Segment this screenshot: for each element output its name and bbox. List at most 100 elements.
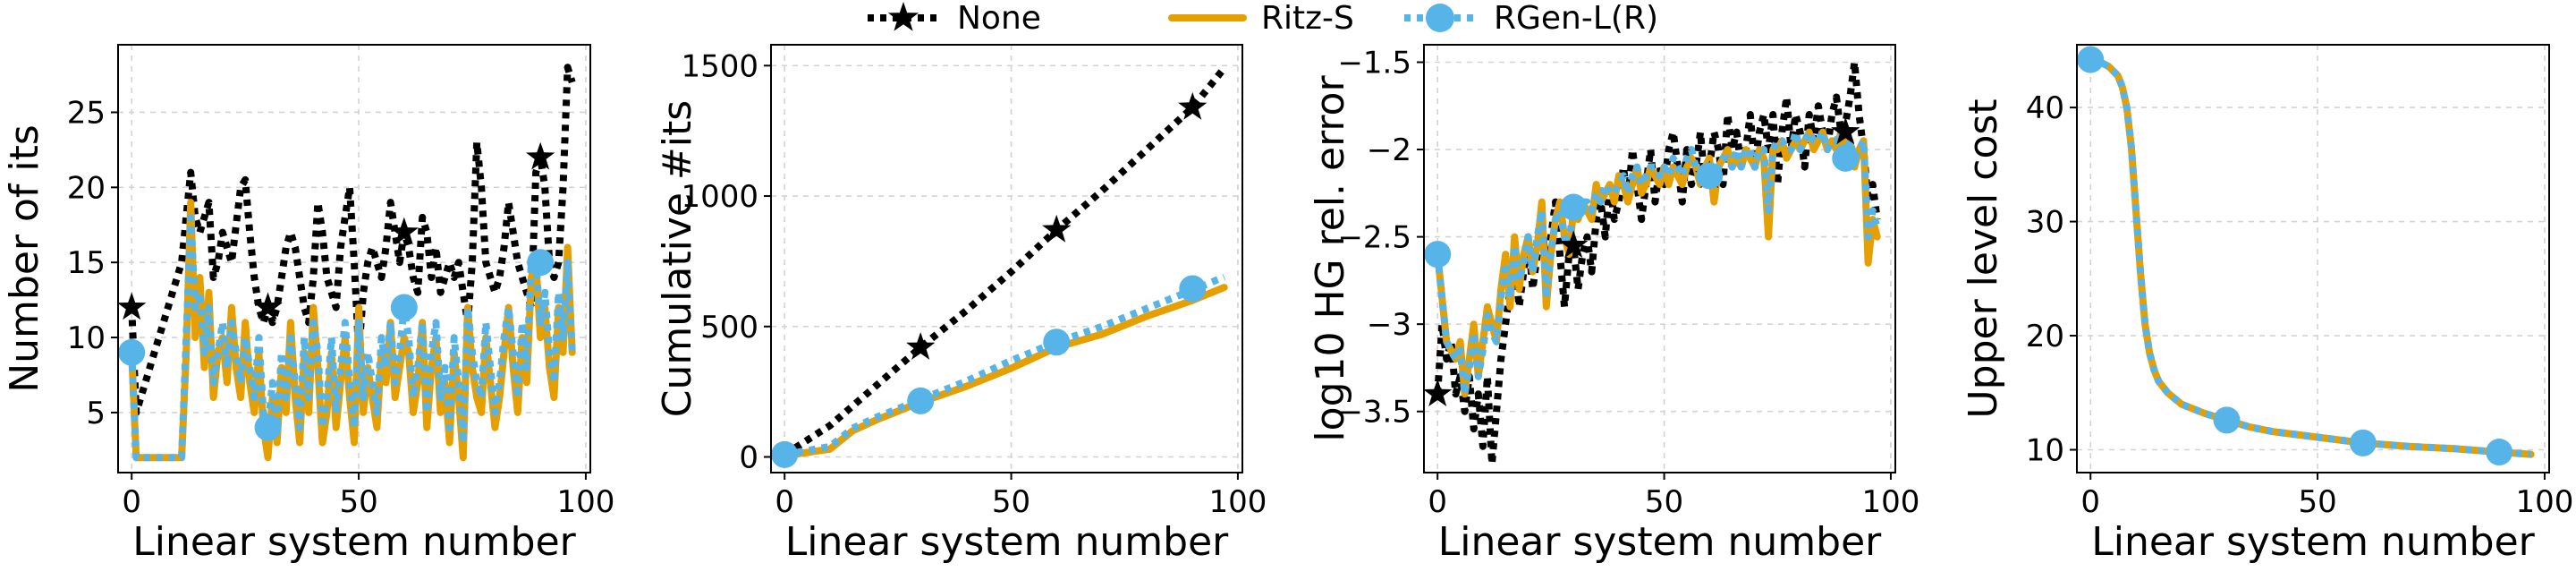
legend-label: Ritz-S — [1261, 0, 1354, 37]
y-axis-title: log10 HG rel. error — [1308, 75, 1353, 442]
legend-item-rgen-l-r-: RGen-L(R) — [1404, 0, 1658, 37]
grid — [771, 45, 1242, 473]
y-tick-label: −2 — [1367, 132, 1411, 168]
star-marker — [906, 332, 936, 360]
circle-marker — [390, 294, 418, 321]
star-marker — [1042, 214, 1072, 243]
y-tick-label: −3.5 — [1337, 395, 1411, 431]
legend: None Ritz-S RGen-L(R) — [868, 0, 1658, 37]
series-line-ritz-s — [781, 284, 1228, 460]
legend-circle-marker — [1426, 4, 1454, 32]
y-tick-label: −1.5 — [1337, 46, 1411, 81]
chart-panel-1: 0 50 100 5 10 15 20 25 Linear system number Numbe… — [2, 44, 615, 565]
series-group — [781, 65, 1228, 460]
y-axis-title: Number of its — [2, 124, 47, 393]
y-tick-label: 0 — [739, 440, 758, 476]
x-tick-label: 50 — [1645, 484, 1683, 520]
circle-marker — [907, 387, 935, 414]
plot-frame — [117, 44, 591, 473]
grid — [2077, 45, 2549, 473]
series-line-rgen-l-r- — [2089, 55, 2531, 458]
circle-marker — [1179, 275, 1207, 303]
x-tick-label: 0 — [2080, 484, 2100, 520]
y-tick-label: 1000 — [681, 179, 758, 215]
legend-item-none: None — [868, 0, 1041, 37]
x-tick-label: 50 — [2298, 484, 2336, 520]
y-tick-label: 25 — [67, 95, 106, 131]
ticks: 0 50 100 −3.5 −3 −2.5 −2 −1.5 — [1337, 46, 1919, 520]
markers — [771, 92, 1208, 468]
circle-marker — [1424, 241, 1452, 269]
series-line-none — [783, 65, 1227, 458]
series-line-rgen-l-r- — [128, 213, 576, 462]
markers — [2077, 46, 2513, 466]
y-tick-label: 20 — [2026, 319, 2064, 354]
y-tick-label: 15 — [67, 245, 106, 281]
x-tick-label: 0 — [775, 484, 794, 520]
markers — [117, 141, 555, 441]
y-tick-label: 1500 — [681, 48, 758, 84]
x-axis-title: Linear system number — [1438, 519, 1882, 565]
star-marker — [1831, 116, 1860, 145]
star-marker — [526, 141, 555, 170]
y-tick-label: 30 — [2026, 205, 2064, 241]
star-marker — [1559, 230, 1589, 259]
circle-marker — [1832, 144, 1860, 172]
series-line-ritz-s — [2087, 55, 2535, 458]
series-line-rgen-l-r- — [1434, 128, 1881, 398]
legend-item-ritz-s: Ritz-S — [1168, 0, 1354, 37]
chart-panel-4: 0 50 100 10 20 30 40 Linear system number Upper … — [1961, 44, 2574, 565]
y-tick-label: 5 — [86, 396, 106, 431]
star-marker — [117, 292, 147, 320]
circle-marker — [1560, 193, 1588, 221]
star-marker — [253, 292, 283, 320]
y-tick-label: −3 — [1367, 307, 1411, 343]
x-tick-label: 100 — [1208, 484, 1267, 520]
series-line-none — [128, 64, 576, 416]
star-marker — [389, 217, 419, 245]
y-tick-label: 20 — [67, 170, 106, 206]
circle-marker — [2077, 46, 2105, 73]
legend-star-marker — [887, 2, 919, 31]
y-axis-title: Cumulative #its — [655, 100, 700, 417]
legend-label: RGen-L(R) — [1494, 0, 1658, 37]
x-tick-label: 100 — [1861, 484, 1919, 520]
x-tick-label: 0 — [122, 484, 141, 520]
circle-marker — [118, 338, 146, 366]
y-tick-label: −2.5 — [1337, 220, 1411, 256]
ticks: 0 50 100 10 20 30 40 — [2026, 90, 2574, 520]
y-tick-label: 500 — [700, 310, 758, 345]
series-line-rgen-l-r- — [784, 273, 1226, 458]
plot-frame — [770, 44, 1243, 473]
circle-marker — [1696, 162, 1724, 190]
markers — [1423, 116, 1860, 406]
series-group — [128, 64, 576, 462]
circle-marker — [2213, 406, 2241, 434]
y-tick-label: 10 — [2026, 433, 2064, 469]
x-tick-label: 50 — [339, 484, 377, 520]
circle-marker — [2349, 429, 2377, 456]
x-axis-title: Linear system number — [785, 519, 1229, 565]
chart-panel-3: 0 50 100 −3.5 −3 −2.5 −2 −1.5 Linear system numb… — [1308, 44, 1919, 565]
series-group — [1434, 58, 1881, 468]
x-axis-title: Linear system number — [2091, 519, 2535, 565]
circle-marker — [254, 414, 282, 441]
y-tick-label: 10 — [67, 320, 106, 356]
circle-marker — [2486, 439, 2513, 466]
circle-marker — [771, 440, 799, 468]
star-marker — [1178, 92, 1208, 120]
plot-frame — [1423, 44, 1896, 473]
star-marker — [1423, 379, 1453, 406]
legend-label: None — [957, 0, 1041, 37]
ticks: 0 50 100 5 10 15 20 25 — [67, 95, 615, 520]
plot-frame — [2076, 44, 2550, 473]
x-tick-label: 0 — [1428, 484, 1447, 520]
series-group — [2087, 55, 2535, 458]
y-tick-label: 40 — [2026, 90, 2064, 126]
y-axis-title: Upper level cost — [1961, 98, 2006, 418]
x-tick-label: 100 — [556, 484, 614, 520]
x-tick-label: 50 — [992, 484, 1030, 520]
